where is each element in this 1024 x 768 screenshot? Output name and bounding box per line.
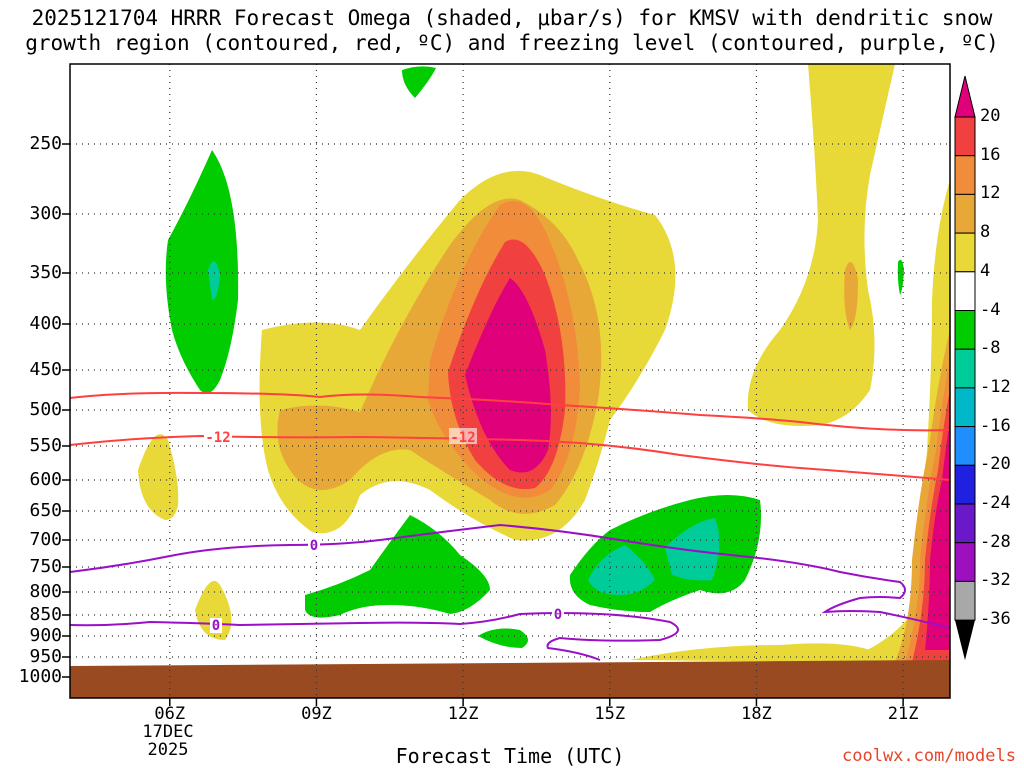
colorbar-label-9: -20	[980, 454, 1011, 475]
colorbar-swatch-9	[954, 464, 976, 505]
omega-area-neg8-top	[402, 66, 436, 98]
plot-frame	[69, 63, 951, 699]
colorbar-label-2: 12	[980, 183, 1001, 204]
dendritic-contour-upper	[70, 391, 950, 432]
colorbar-swatch-12	[954, 580, 976, 621]
omega-area-4-right-band	[747, 64, 895, 426]
date-year-label: 2025	[147, 740, 189, 760]
colorbar-label-8: -16	[980, 415, 1011, 436]
omega-area-4-left-small	[138, 434, 179, 520]
freezing-contour-lower	[70, 612, 679, 661]
y-tick-label-700: 700	[29, 529, 62, 550]
y-tick-label-650: 650	[29, 500, 62, 521]
colorbar-label-11: -28	[980, 531, 1011, 552]
y-tick-label-350: 350	[29, 262, 62, 283]
omega-area-20-right-edge	[925, 420, 950, 650]
colorbar-label-12: -32	[980, 570, 1011, 591]
colorbar-label-0: 20	[980, 106, 1001, 126]
colorbar-label-7: -12	[980, 376, 1011, 397]
omega-area-neg8-right-low	[569, 495, 761, 612]
colorbar-label-1: 16	[980, 144, 1001, 165]
x-tick-label-06Z: 06Z	[154, 704, 186, 724]
omega-area-neg8-upper-left	[165, 150, 239, 394]
x-tick-label-21Z: 21Z	[887, 704, 919, 724]
omega-area-neg12-right-low	[588, 545, 655, 595]
colorbar-swatch-11	[954, 542, 976, 582]
chart-title-line-2: growth region (contoured, red, ºC) and f…	[25, 31, 999, 55]
colorbar-label-13: -36	[980, 609, 1011, 630]
colorbar-bottom-extension	[955, 620, 975, 661]
gridlines	[70, 64, 950, 698]
colorbar-swatch-8	[954, 426, 976, 466]
omega-area-4-bottom-strip	[630, 643, 870, 662]
omega-area-neg8-small-low	[478, 628, 529, 648]
colorbar-label-10: -24	[980, 493, 1011, 513]
contour-label-dendritic-2: -12	[450, 430, 475, 446]
colorbar-label-5: -4	[980, 299, 1001, 320]
y-tick-label-400: 400	[29, 313, 62, 334]
colorbar-swatch-0	[954, 116, 976, 157]
y-tick-label-850: 850	[29, 604, 62, 625]
omega-area-neg8-mid-low	[305, 515, 490, 618]
x-axis-title: Forecast Time (UTC)	[395, 744, 625, 768]
contour-labels: -12 -12 0 0 0	[204, 428, 564, 634]
y-tick-label-1000: 1000	[18, 666, 62, 687]
contour-label-freezing-2: 0	[212, 618, 220, 634]
colorbar-label-6: -8	[980, 338, 1001, 359]
x-tick-label-18Z: 18Z	[741, 704, 772, 724]
colorbar-label-3: 8	[980, 222, 991, 243]
colorbar-swatch-4	[954, 271, 976, 311]
omega-shading	[70, 64, 950, 698]
omega-area-20	[465, 278, 551, 473]
dendritic-contour-lower	[70, 434, 950, 481]
colorbar-swatch-6	[954, 348, 976, 389]
axis-ticks	[62, 143, 904, 706]
terrain-fill	[70, 660, 950, 698]
colorbar-swatch-5	[954, 310, 976, 350]
y-tick-label-500: 500	[29, 399, 62, 420]
omega-area-neg12-upper-left	[208, 261, 220, 300]
omega-area-8-right-spot	[844, 262, 858, 330]
x-tick-label-15Z: 15Z	[594, 704, 626, 724]
colorbar-label-4: 4	[980, 260, 991, 281]
colorbar-top-extension	[954, 75, 976, 118]
y-tick-label-900: 900	[29, 625, 62, 646]
omega-area-neg12-right-low-2	[665, 518, 720, 581]
contour-label-freezing-1: 0	[310, 538, 318, 554]
date-day-label: 17DEC	[142, 722, 194, 742]
y-tick-label-950: 950	[29, 646, 62, 667]
y-tick-label-750: 750	[29, 556, 62, 577]
colorbar-swatch-10	[954, 503, 976, 544]
colorbar-swatch-7	[954, 387, 976, 428]
colorbar-swatch-1	[954, 155, 976, 195]
freezing-contour-upper	[70, 523, 950, 629]
x-tick-label-09Z: 09Z	[301, 704, 332, 724]
x-tick-label-12Z: 12Z	[447, 704, 479, 724]
colorbar-swatch-2	[954, 193, 976, 234]
contour-label-freezing-3: 0	[554, 607, 562, 623]
site-credit: coolwx.com/models	[842, 746, 1016, 766]
colorbar	[954, 75, 976, 661]
contour-label-dendritic-1: -12	[205, 430, 230, 446]
y-tick-label-300: 300	[29, 203, 62, 224]
omega-area-4-low-left	[195, 580, 232, 640]
colorbar-swatch-3	[954, 232, 976, 273]
y-tick-label-600: 600	[29, 469, 62, 490]
y-tick-label-450: 450	[29, 359, 62, 380]
y-tick-label-550: 550	[29, 435, 62, 456]
y-tick-label-800: 800	[29, 581, 62, 602]
chart-title-line-1: 2025121704 HRRR Forecast Omega (shaded, …	[31, 6, 993, 30]
omega-area-neg8-right-thin	[897, 259, 904, 295]
y-tick-label-250: 250	[29, 133, 62, 154]
